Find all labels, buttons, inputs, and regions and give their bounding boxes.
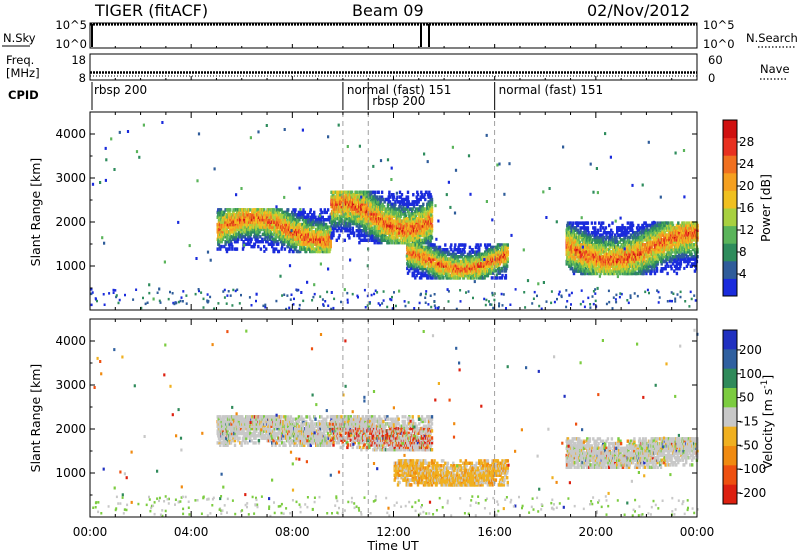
echo-cell — [587, 226, 589, 229]
echo-cell — [505, 274, 507, 277]
echo-cell — [431, 198, 433, 201]
echo-cell — [321, 211, 323, 214]
echo-cell — [464, 243, 466, 246]
echo-cell — [229, 208, 231, 211]
echo-cell — [572, 221, 574, 224]
echo-cell — [396, 195, 398, 198]
nave-label: Nave — [760, 62, 790, 76]
nave-tick-bottom: 0 — [708, 71, 715, 85]
echo-cell — [431, 224, 433, 227]
echo-cell — [353, 231, 355, 234]
echo-cell — [221, 245, 223, 248]
echo-cell — [257, 245, 259, 248]
freq-panel: Freq. [MHz] 18 8 60 0 Nave — [6, 53, 790, 85]
echo-cell — [501, 274, 503, 277]
radar-title: TIGER (fitACF) — [94, 1, 208, 20]
freq-unit-label: [MHz] — [6, 66, 40, 80]
echo-cell — [371, 227, 373, 230]
echo-cell — [327, 208, 329, 211]
echo-cell — [417, 193, 419, 196]
echo-cell — [393, 195, 395, 198]
echo-cell — [338, 234, 340, 237]
date-label: 02/Nov/2012 — [587, 1, 690, 20]
echo-cell — [591, 221, 593, 224]
echo-cell — [587, 221, 589, 224]
cpid-label: CPID — [8, 88, 39, 102]
nsky-tick-top: 10^5 — [55, 18, 87, 32]
freq-tick-top: 18 — [71, 53, 86, 67]
freq-tick-bottom: 8 — [79, 71, 86, 85]
echo-cell — [260, 247, 262, 250]
echo-cell — [388, 191, 390, 194]
nsky-tick-bottom: 10^0 — [55, 37, 87, 51]
echo-cell — [424, 198, 426, 201]
echo-cell — [454, 243, 456, 246]
echo-cell — [418, 272, 420, 275]
echo-cell — [442, 276, 444, 279]
echo-cell — [412, 193, 414, 196]
echo-cell — [463, 250, 465, 253]
echo-cell — [407, 195, 409, 198]
beam-label: Beam 09 — [352, 1, 424, 20]
echo-cell — [236, 247, 238, 250]
echo-cell — [422, 203, 424, 206]
echo-cell — [313, 211, 315, 214]
cpid-segment-label: rbsp 200 — [94, 83, 147, 97]
echo-cell — [294, 208, 296, 211]
echo-cell — [507, 243, 509, 246]
nsearch-tick-top: 10^5 — [703, 18, 735, 32]
echo-cell — [310, 208, 312, 211]
nave-tick-top: 60 — [708, 53, 723, 67]
echo-cell — [352, 227, 354, 230]
echo-cell — [374, 191, 376, 194]
nsearch-label: N.Search — [746, 31, 798, 45]
nsky-panel: N.Sky 10^5 10^0 10^5 10^0 N.Search — [2, 18, 798, 51]
echo-cell — [496, 276, 498, 279]
echo-cell — [348, 236, 350, 239]
echo-cell — [277, 243, 279, 246]
echo-cell — [491, 276, 493, 279]
echo-cell — [507, 250, 509, 253]
freq-label: Freq. — [6, 53, 34, 67]
echo-cell — [507, 257, 509, 260]
cpid-segment-label: normal (fast) 151 — [499, 83, 603, 97]
echo-cell — [287, 208, 289, 211]
cpid-segment-label: rbsp 200 — [372, 94, 425, 108]
echo-cell — [407, 191, 409, 194]
nsky-label: N.Sky — [3, 31, 36, 45]
echo-cell — [479, 243, 481, 246]
echo-cell — [344, 239, 346, 242]
echo-cell — [506, 265, 508, 268]
echo-cell — [231, 245, 233, 248]
echo-cell — [356, 191, 358, 194]
echo-cell — [431, 236, 433, 239]
echo-cell — [381, 191, 383, 194]
echo-cell — [450, 243, 452, 246]
echo-cell — [278, 250, 280, 253]
echo-cell — [401, 193, 403, 196]
echo-cell — [250, 238, 252, 241]
echo-cell — [304, 211, 306, 214]
echo-cell — [284, 247, 286, 250]
echo-cell — [444, 243, 446, 246]
nsearch-tick-bottom: 10^0 — [703, 37, 735, 51]
echo-cell — [378, 191, 380, 194]
